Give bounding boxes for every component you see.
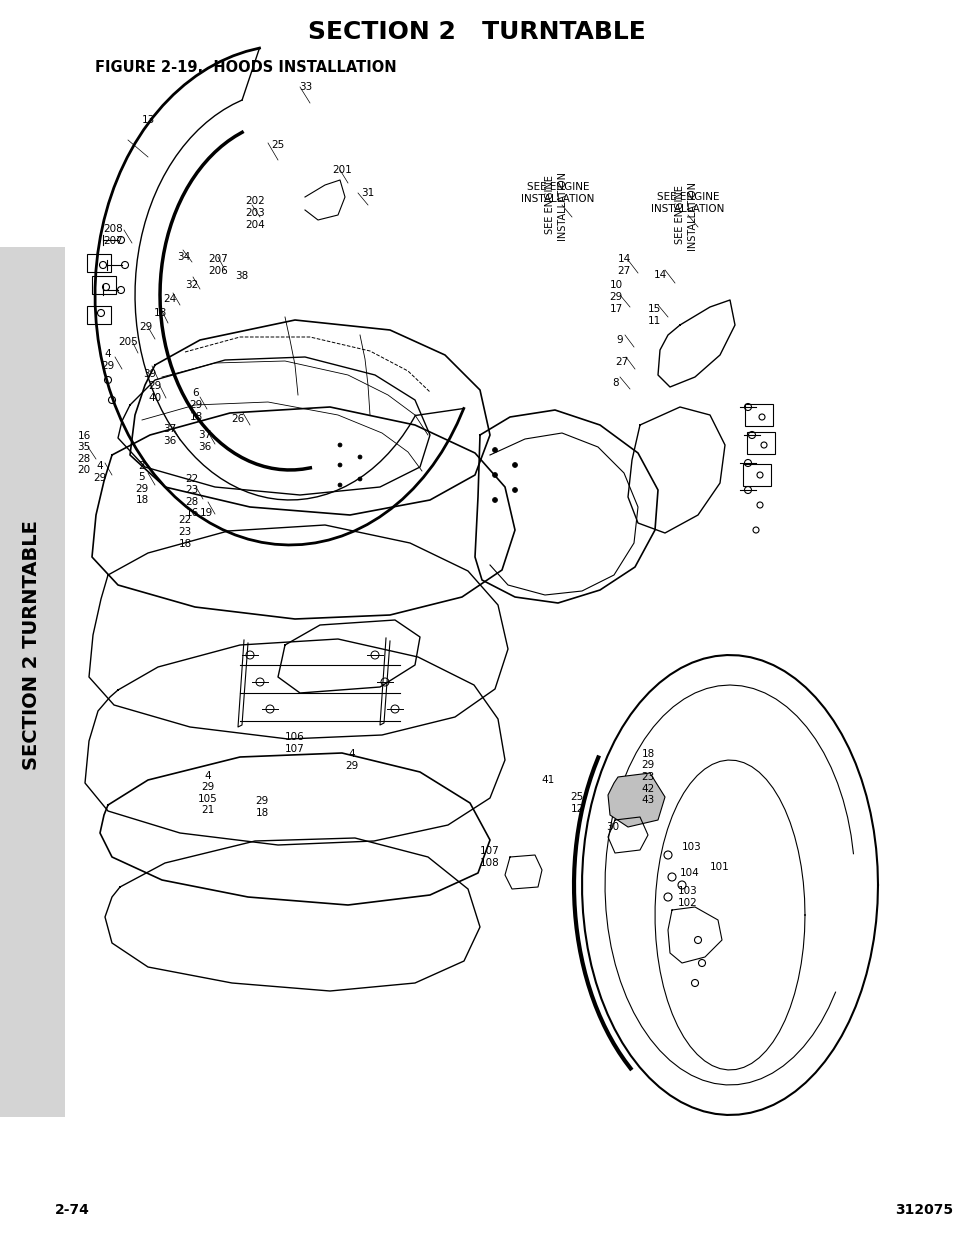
Text: 31: 31 xyxy=(361,188,375,198)
Text: 9: 9 xyxy=(616,335,622,345)
Text: 25
12: 25 12 xyxy=(570,792,583,814)
Circle shape xyxy=(337,483,341,487)
Text: 18: 18 xyxy=(153,308,167,317)
Text: SECTION 2 TURNTABLE: SECTION 2 TURNTABLE xyxy=(23,520,42,769)
Text: 26: 26 xyxy=(232,414,244,424)
Text: 4
29: 4 29 xyxy=(101,350,114,370)
Text: 205: 205 xyxy=(118,337,138,347)
Text: SEE ENGINE
INSTALLATION: SEE ENGINE INSTALLATION xyxy=(520,183,594,204)
Text: 202
203
204: 202 203 204 xyxy=(245,196,265,230)
Text: 29
18: 29 18 xyxy=(255,797,269,818)
Text: 14
27: 14 27 xyxy=(617,254,630,275)
Text: 27: 27 xyxy=(615,357,628,367)
Text: 4
29
105
21: 4 29 105 21 xyxy=(198,771,217,815)
Text: 34: 34 xyxy=(177,252,191,262)
Text: 16
35
28
20: 16 35 28 20 xyxy=(77,431,91,475)
Text: 8: 8 xyxy=(612,378,618,388)
Text: SEE ENGINE
INSTALLATION: SEE ENGINE INSTALLATION xyxy=(675,180,696,249)
Text: 208
207: 208 207 xyxy=(103,225,123,246)
Text: 24: 24 xyxy=(163,294,176,304)
Text: 25: 25 xyxy=(271,140,284,149)
Text: 4
29: 4 29 xyxy=(345,750,358,771)
Circle shape xyxy=(492,498,497,503)
Circle shape xyxy=(357,454,361,459)
Text: 29: 29 xyxy=(139,322,152,332)
Circle shape xyxy=(492,447,497,452)
Text: SEE ENGINE
INSTALLATION: SEE ENGINE INSTALLATION xyxy=(544,170,566,240)
Text: 207
206: 207 206 xyxy=(208,254,228,275)
Text: 103
102: 103 102 xyxy=(678,887,698,908)
Text: 6
29
18: 6 29 18 xyxy=(190,388,202,421)
FancyBboxPatch shape xyxy=(0,247,65,1116)
Text: SECTION 2   TURNTABLE: SECTION 2 TURNTABLE xyxy=(308,20,645,44)
Text: 101: 101 xyxy=(709,862,729,872)
Text: 38: 38 xyxy=(235,270,249,282)
Text: FIGURE 2-19.  HOODS INSTALLATION: FIGURE 2-19. HOODS INSTALLATION xyxy=(95,59,396,74)
Text: 37
36: 37 36 xyxy=(198,430,212,452)
Text: 104: 104 xyxy=(679,868,700,878)
Text: 106
107: 106 107 xyxy=(285,732,305,753)
Text: 18
29
23
42
43: 18 29 23 42 43 xyxy=(640,748,654,805)
Text: 107
108: 107 108 xyxy=(479,846,499,868)
Text: 22
23
18: 22 23 18 xyxy=(178,515,192,548)
Circle shape xyxy=(512,488,517,493)
Text: 15
11: 15 11 xyxy=(647,304,659,326)
Circle shape xyxy=(492,473,497,478)
Circle shape xyxy=(512,462,517,468)
Text: 13: 13 xyxy=(141,115,154,125)
Circle shape xyxy=(337,443,341,447)
Text: SEE ENGINE
INSTALLATION: SEE ENGINE INSTALLATION xyxy=(651,193,724,214)
Text: 3120750: 3120750 xyxy=(894,1203,953,1216)
Polygon shape xyxy=(607,773,664,827)
Text: 19: 19 xyxy=(199,508,213,517)
Text: 30: 30 xyxy=(606,823,618,832)
Text: 14: 14 xyxy=(653,270,666,280)
Text: 37
36: 37 36 xyxy=(163,424,176,446)
Text: 29
40: 29 40 xyxy=(149,382,161,403)
Text: 33: 33 xyxy=(299,82,313,91)
Text: 201: 201 xyxy=(332,165,352,175)
Text: 4
29: 4 29 xyxy=(93,461,107,483)
Text: 41: 41 xyxy=(540,776,554,785)
Circle shape xyxy=(357,477,361,480)
Text: 32: 32 xyxy=(185,280,198,290)
Text: 2-74: 2-74 xyxy=(55,1203,90,1216)
Text: 103: 103 xyxy=(681,842,701,852)
Text: 10
29
17: 10 29 17 xyxy=(609,280,622,314)
Text: 22
23
28
16: 22 23 28 16 xyxy=(185,473,198,519)
Text: 39: 39 xyxy=(143,369,156,379)
Text: 2
5
29
18: 2 5 29 18 xyxy=(135,461,149,505)
Circle shape xyxy=(337,463,341,467)
